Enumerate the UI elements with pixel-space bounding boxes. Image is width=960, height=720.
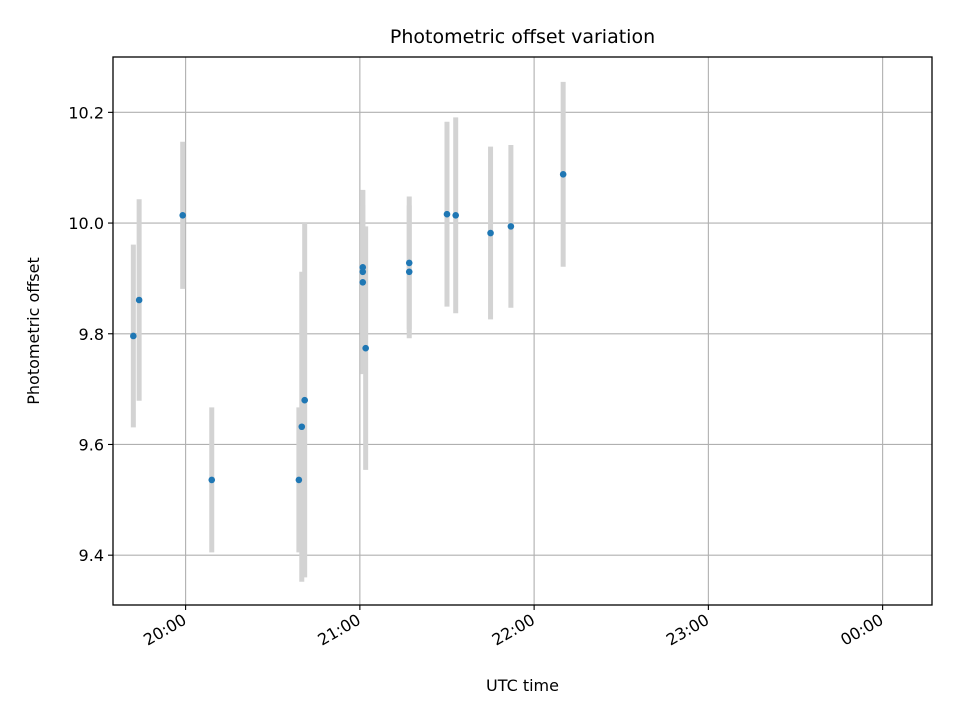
data-point bbox=[362, 344, 369, 352]
grid bbox=[113, 57, 932, 605]
chart-title: Photometric offset variation bbox=[390, 26, 655, 48]
data-point bbox=[452, 212, 460, 219]
data-point bbox=[487, 229, 494, 237]
y-tick-label: 10.0 bbox=[68, 214, 104, 233]
data-point bbox=[359, 264, 367, 271]
data-point bbox=[405, 268, 413, 276]
data-point bbox=[359, 278, 367, 286]
x-axis-title: UTC time bbox=[486, 676, 559, 695]
data-point bbox=[298, 423, 306, 431]
y-tick-label: 10.2 bbox=[68, 103, 104, 122]
data-point bbox=[301, 396, 308, 404]
data-point bbox=[179, 212, 187, 219]
y-axis-title: Photometric offset bbox=[24, 257, 43, 405]
data-point bbox=[559, 171, 567, 178]
data-point bbox=[135, 296, 143, 304]
data-point bbox=[507, 223, 515, 230]
data-point bbox=[208, 476, 216, 484]
data-point bbox=[295, 476, 303, 484]
data-point bbox=[443, 210, 451, 218]
data-point bbox=[130, 332, 137, 340]
y-tick-label: 9.6 bbox=[79, 435, 104, 454]
y-axis-ticks: 9.4 9.6 9.8 10.0 10.2 bbox=[68, 103, 113, 565]
data-points bbox=[130, 171, 567, 484]
data-point bbox=[405, 259, 413, 267]
y-tick-label: 9.8 bbox=[79, 325, 104, 344]
y-tick-label: 9.4 bbox=[79, 546, 104, 565]
plot-frame bbox=[112, 56, 933, 606]
